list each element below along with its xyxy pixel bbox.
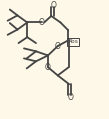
FancyBboxPatch shape [67, 38, 79, 46]
Text: O: O [67, 93, 73, 102]
Text: O: O [55, 42, 61, 51]
Text: O: O [45, 63, 51, 72]
Text: O: O [39, 18, 45, 27]
Text: Abs: Abs [68, 39, 78, 44]
Text: O: O [51, 1, 57, 10]
